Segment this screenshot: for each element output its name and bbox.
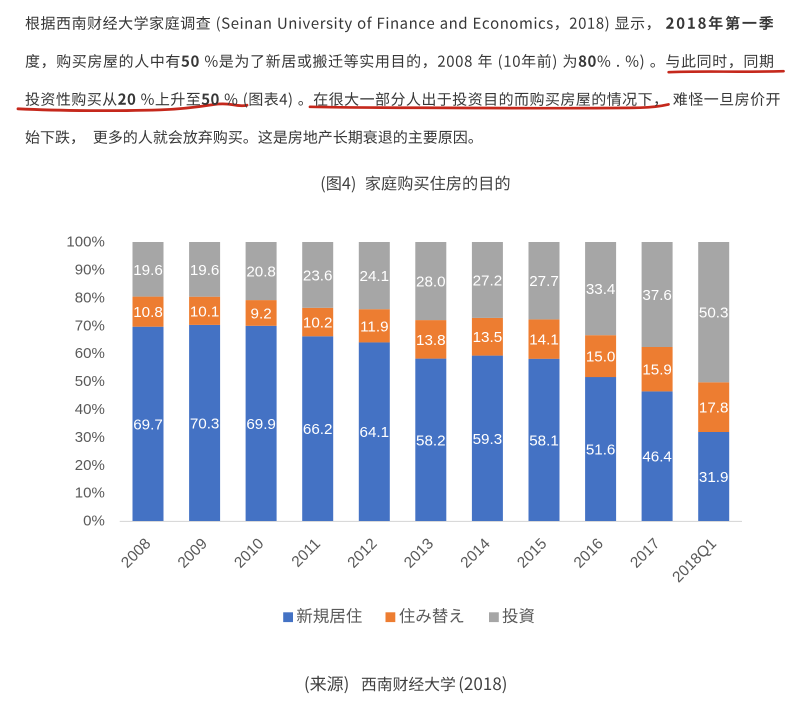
svg-text:100%: 100% (66, 234, 104, 251)
svg-text:9.2: 9.2 (251, 305, 272, 322)
svg-text:14.1: 14.1 (529, 332, 559, 349)
svg-text:31.9: 31.9 (699, 469, 729, 486)
svg-text:80%: 80% (75, 289, 105, 306)
svg-text:10.2: 10.2 (303, 315, 333, 332)
svg-text:37.6: 37.6 (642, 287, 672, 304)
svg-text:27.7: 27.7 (529, 273, 559, 290)
svg-text:2008: 2008 (118, 535, 154, 571)
svg-text:20%: 20% (75, 457, 105, 474)
svg-text:2011: 2011 (289, 535, 324, 570)
svg-text:40%: 40% (75, 401, 105, 418)
svg-text:15.9: 15.9 (642, 362, 672, 379)
svg-text:30%: 30% (75, 429, 105, 446)
svg-text:24.1: 24.1 (360, 268, 390, 285)
svg-text:28.0: 28.0 (416, 274, 446, 291)
svg-text:70.3: 70.3 (190, 415, 220, 432)
svg-text:10.8: 10.8 (133, 304, 163, 321)
svg-text:20.8: 20.8 (246, 264, 276, 281)
svg-text:27.2: 27.2 (473, 272, 503, 289)
svg-text:2016: 2016 (571, 535, 607, 571)
svg-text:90%: 90% (75, 262, 105, 279)
svg-text:58.1: 58.1 (529, 432, 559, 449)
svg-text:2010: 2010 (231, 535, 267, 571)
svg-text:51.6: 51.6 (586, 442, 616, 459)
svg-text:2015: 2015 (514, 535, 550, 571)
svg-text:33.4: 33.4 (586, 281, 616, 298)
svg-text:66.2: 66.2 (303, 421, 333, 438)
svg-text:50%: 50% (75, 373, 105, 390)
svg-text:19.6: 19.6 (190, 262, 220, 279)
svg-text:2018Q1: 2018Q1 (669, 535, 720, 586)
svg-text:0%: 0% (83, 513, 105, 530)
svg-text:58.2: 58.2 (416, 432, 446, 449)
svg-text:10.1: 10.1 (190, 303, 220, 320)
svg-text:10%: 10% (75, 485, 105, 502)
svg-text:2013: 2013 (401, 535, 437, 571)
svg-text:11.9: 11.9 (360, 318, 388, 335)
svg-text:19.6: 19.6 (133, 262, 163, 279)
svg-text:64.1: 64.1 (360, 424, 390, 441)
svg-text:13.8: 13.8 (416, 332, 446, 349)
svg-text:2014: 2014 (457, 535, 494, 572)
svg-text:17.8: 17.8 (699, 400, 729, 417)
svg-text:69.9: 69.9 (246, 416, 276, 433)
svg-text:46.4: 46.4 (642, 449, 672, 466)
svg-text:2012: 2012 (344, 535, 380, 571)
svg-text:2017: 2017 (627, 535, 663, 571)
svg-text:70%: 70% (75, 317, 105, 334)
svg-text:60%: 60% (75, 345, 105, 362)
svg-text:15.0: 15.0 (586, 349, 616, 366)
svg-text:50.3: 50.3 (699, 305, 729, 322)
svg-text:23.6: 23.6 (303, 267, 333, 284)
svg-text:13.5: 13.5 (473, 329, 503, 346)
svg-text:69.7: 69.7 (133, 416, 163, 433)
svg-text:2009: 2009 (175, 535, 211, 571)
svg-text:59.3: 59.3 (473, 431, 503, 448)
